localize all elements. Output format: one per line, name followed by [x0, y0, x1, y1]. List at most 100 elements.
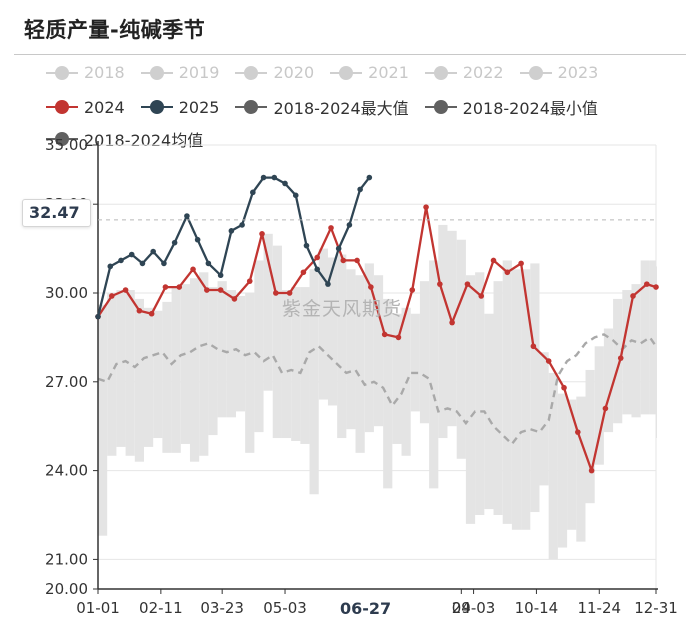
data-point-2024 [630, 293, 636, 299]
range-band-bar [475, 272, 485, 515]
data-point-2025 [260, 174, 267, 181]
legend-marker-icon [519, 65, 552, 81]
data-point-2025 [292, 192, 299, 199]
legend-marker-icon [235, 65, 268, 81]
data-point-2024 [518, 260, 524, 267]
legend-item-2021[interactable]: 2021 [330, 63, 409, 82]
data-point-2024 [368, 284, 374, 290]
series-line-2024 [97, 206, 657, 472]
data-point-2024 [449, 319, 455, 326]
range-band-bar [392, 313, 402, 444]
legend-item-2018[interactable]: 2018 [46, 63, 125, 82]
range-band-bar [208, 287, 218, 436]
range-band-bar [346, 269, 356, 430]
legend-marker-icon [330, 65, 363, 81]
range-band-bar [337, 254, 347, 439]
range-band-bar [291, 287, 301, 441]
data-point-2024 [231, 296, 238, 302]
data-point-2025 [314, 266, 321, 273]
range-band-bar [226, 290, 236, 418]
data-point-2024 [162, 284, 169, 290]
range-band-bar [539, 352, 549, 486]
data-point-2024 [437, 281, 443, 287]
data-point-2025 [171, 239, 178, 246]
data-point-2024 [602, 405, 609, 412]
legend-label: 2023 [557, 63, 599, 82]
data-point-2024 [122, 287, 129, 293]
range-band-bar [199, 272, 209, 456]
data-point-2024 [136, 307, 143, 314]
legend-item-2019[interactable]: 2019 [140, 63, 220, 82]
legend-label: 2024 [84, 97, 125, 117]
legend-row-1: 2018 2019 2020 2021 2022 2023 [46, 63, 614, 82]
legend-marker-icon [140, 99, 173, 115]
range-band-bar [493, 281, 503, 515]
data-point-2024 [286, 290, 293, 296]
data-point-2024 [423, 204, 429, 210]
data-point-2024 [217, 287, 224, 293]
range-band-bar [640, 260, 650, 415]
x-tick-label: 05-03 [263, 599, 307, 617]
data-point-2025 [205, 260, 212, 267]
x-tick-label: 24 [452, 599, 471, 617]
legend-label: 2021 [368, 63, 409, 82]
legend-marker-icon [46, 131, 78, 147]
range-band-bar [576, 396, 586, 542]
range-band-bar [171, 287, 181, 453]
range-band-bar [180, 284, 190, 444]
legend-marker-icon [424, 65, 457, 81]
y-axis-pointer-label: 32.47 [22, 199, 91, 227]
data-point-2024 [340, 257, 347, 264]
legend-marker-icon [235, 99, 268, 115]
range-band-bar [521, 269, 531, 530]
legend-item-2022[interactable]: 2022 [424, 63, 504, 82]
data-point-2025 [107, 263, 114, 270]
range-band-bar [502, 260, 512, 524]
range-band-bar [373, 275, 384, 427]
range-band-bar [263, 233, 273, 391]
x-tick-label: 12-31 [634, 599, 678, 617]
legend-item-2025[interactable]: 2025 [140, 97, 220, 117]
legend-item-2020[interactable]: 2020 [235, 63, 314, 82]
data-point-2024 [273, 290, 279, 296]
data-point-2024 [490, 257, 497, 264]
data-point-2024 [148, 310, 155, 317]
data-point-2024 [575, 429, 581, 435]
range-band-bar [143, 307, 154, 447]
range-band-bar [318, 248, 328, 400]
legend-label: 2025 [178, 97, 220, 117]
legend-item-2024[interactable]: 2024 [46, 98, 125, 117]
legend-label: 2019 [178, 63, 220, 82]
data-point-2025 [128, 251, 135, 258]
data-point-2025 [239, 222, 245, 228]
range-band-bar [383, 298, 393, 489]
range-band-bar [272, 245, 282, 439]
legend-marker-icon [46, 65, 78, 81]
range-band-bar [484, 313, 494, 510]
data-point-2024 [464, 281, 471, 287]
x-tick-label: 02-11 [139, 599, 183, 617]
data-point-2024 [530, 343, 537, 350]
data-point-2024 [478, 293, 485, 299]
data-point-2024 [409, 287, 416, 293]
legend-item-2018-2024最小值[interactable]: 2018-2024最小值 [424, 95, 598, 119]
range-band-bar [217, 281, 227, 418]
data-point-2025 [118, 257, 124, 264]
data-point-2024 [504, 269, 511, 276]
data-point-2025 [250, 189, 256, 196]
data-point-2025 [217, 272, 224, 279]
legend-item-2018-2024最大值[interactable]: 2018-2024最大值 [235, 95, 409, 119]
x-tick-label: 11-24 [577, 599, 621, 617]
data-point-2024 [395, 334, 402, 341]
range-band-bar [631, 284, 641, 418]
legend-label: 2018 [84, 63, 125, 82]
data-point-2025 [150, 248, 156, 255]
range-band-bar [447, 230, 457, 427]
range-band-bar [456, 239, 466, 459]
title-divider [14, 54, 686, 55]
series-line-mean [97, 333, 657, 446]
legend-item-2023[interactable]: 2023 [519, 63, 599, 82]
chart-title: 轻质产量-纯碱季节 [24, 18, 206, 42]
range-band-bar [300, 287, 310, 444]
